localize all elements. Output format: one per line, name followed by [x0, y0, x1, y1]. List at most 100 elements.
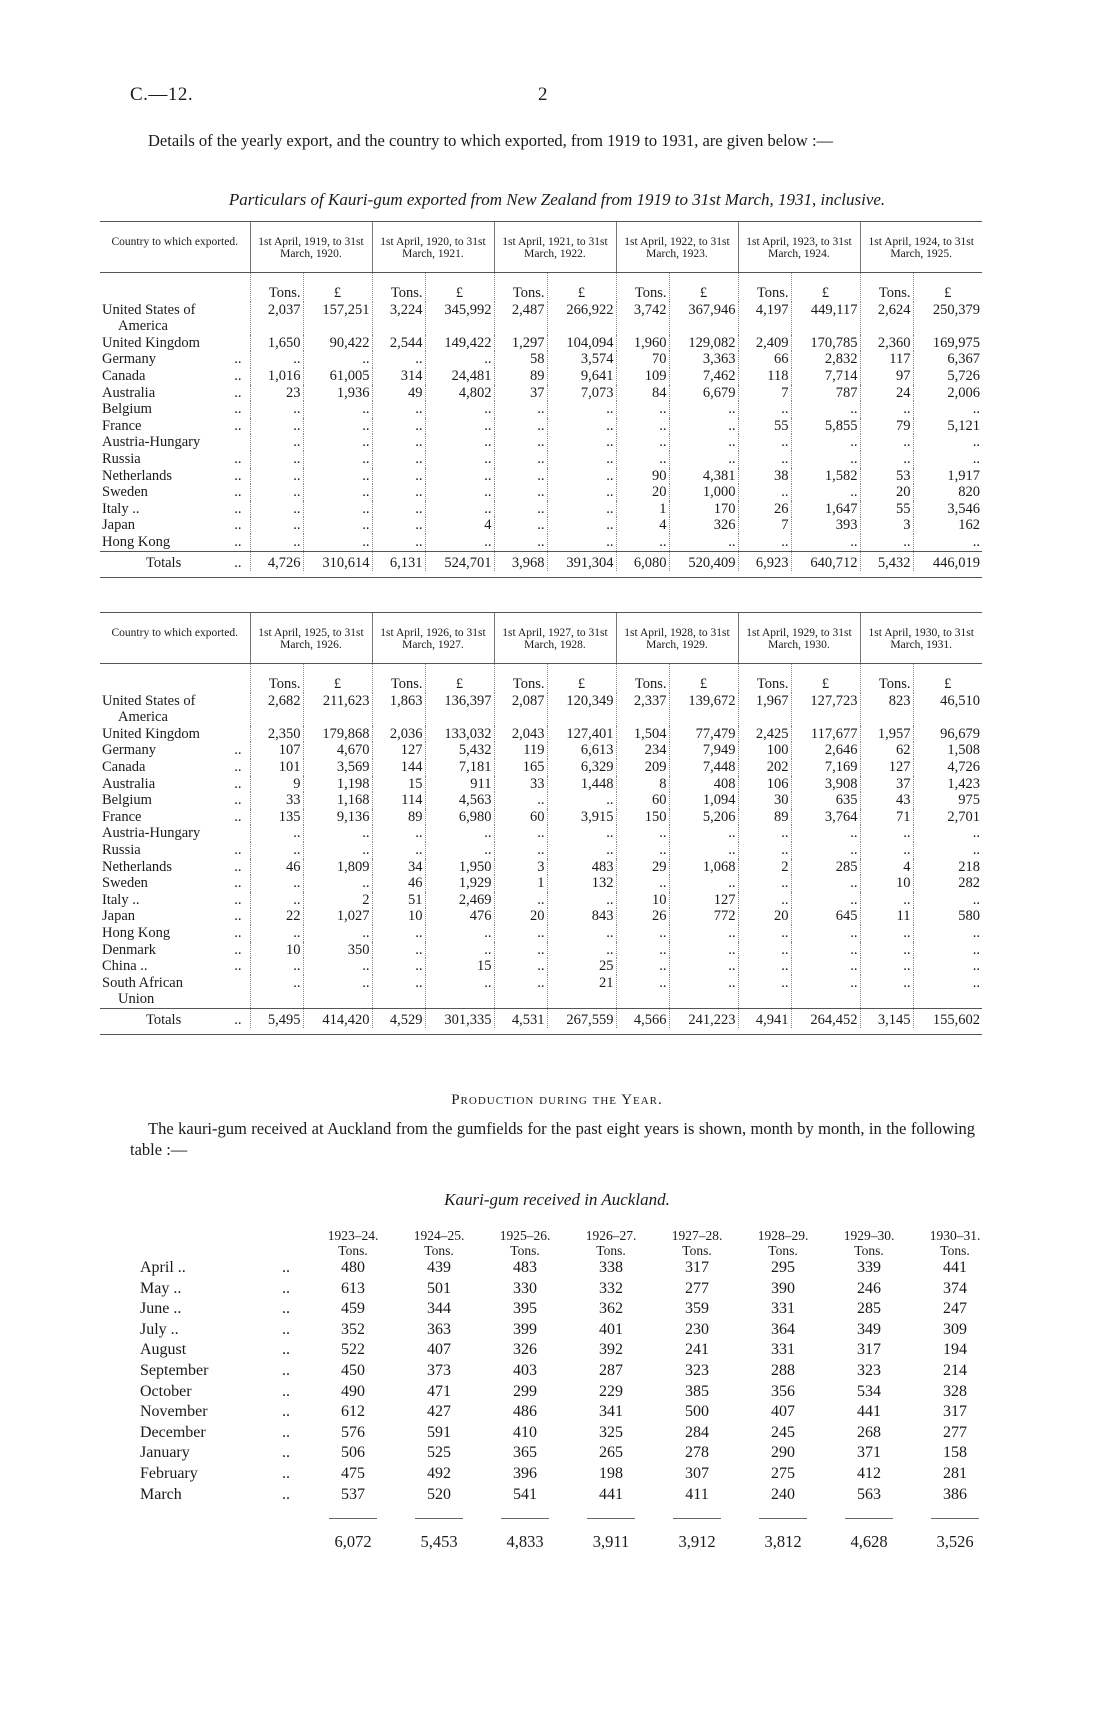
value-pounds: 1,936 [302, 384, 372, 402]
period-header: 1st April, 1921, to 31st March, 1922. [493, 222, 616, 273]
value-pounds: 127 [668, 891, 738, 909]
value-tons: 2,036 [371, 725, 425, 743]
month-name: November [140, 1403, 208, 1421]
value-pounds: 975 [912, 792, 982, 809]
value-tons: 51 [371, 891, 425, 909]
value-pounds: 117,677 [790, 725, 860, 743]
received-table: 1923–24. 1924–25. 1925–26. 1926–27. 1927–28.… [140, 1228, 998, 1552]
value-pounds: .. [424, 924, 494, 942]
value-tons: 2,682 [249, 692, 303, 726]
value-pounds: 326 [668, 517, 738, 534]
value-tons: .. [493, 484, 547, 501]
value-tons: .. [859, 533, 913, 551]
tons-value: 326 [513, 1341, 537, 1359]
value-tons: 1,504 [615, 725, 669, 743]
tons-unit: Tons. [371, 663, 425, 693]
table-row: United Kingdom 2,350 179,868 2,036 133,032 2,… [100, 725, 982, 743]
value-tons: 2,409 [737, 334, 791, 352]
value-tons: 10 [249, 941, 303, 959]
country-name: France.. [100, 809, 250, 826]
value-tons: 101 [249, 758, 303, 776]
value-pounds: .. [790, 434, 860, 451]
value-tons: 84 [615, 384, 669, 402]
country-name: Italy .... [100, 501, 250, 518]
table-row: Canada.. 1,016 61,005 314 24,481 89 9,641 109 7,… [100, 367, 982, 385]
value-tons: 2,624 [859, 301, 913, 335]
value-tons: .. [493, 841, 547, 859]
dot-leader: .. [234, 351, 242, 368]
table-row: June .... 459 344 395 362 359 331 285 247 [140, 1299, 998, 1320]
value-pounds: 170 [668, 500, 738, 518]
country-name: United States of America [100, 302, 250, 335]
value-pounds: .. [424, 825, 494, 842]
tons-value: 290 [771, 1444, 795, 1462]
country-name: Russia.. [100, 842, 250, 859]
total-pounds: 267,559 [546, 1007, 616, 1029]
table-row: China .......... 15.. 25............ [100, 958, 982, 975]
value-pounds: 1,423 [912, 775, 982, 793]
value-tons: .. [371, 825, 425, 842]
value-tons: .. [615, 401, 669, 418]
value-pounds: 345,992 [424, 301, 494, 335]
table-row: Germany.. 107 4,670 127 5,432 119 6,613 234 7,94… [100, 742, 982, 759]
tons-value: 537 [341, 1485, 365, 1503]
country-name: Netherlands.. [100, 859, 250, 876]
country-label: Italy .. [102, 891, 140, 908]
tons-value: 613 [341, 1279, 365, 1297]
value-tons: .. [371, 958, 425, 975]
value-tons: 70 [615, 351, 669, 368]
table-row: July .... 352 363 399 401 230 364 349 309 [140, 1320, 998, 1341]
country-name: Germany.. [100, 742, 250, 759]
value-pounds: .. [546, 533, 616, 551]
value-pounds: 133,032 [424, 725, 494, 743]
tons-value: 295 [771, 1259, 795, 1276]
value-pounds: .. [912, 974, 982, 1009]
value-pounds: .. [668, 924, 738, 942]
value-pounds: .. [424, 533, 494, 551]
value-pounds: 1,448 [546, 775, 616, 793]
value-tons: 89 [493, 367, 547, 385]
value-tons: 26 [615, 908, 669, 925]
value-tons: .. [737, 958, 791, 975]
value-tons: 60 [615, 792, 669, 809]
pounds-unit: £ [790, 272, 860, 302]
country-label: Denmark [102, 941, 156, 958]
value-pounds: 6,980 [424, 808, 494, 826]
value-tons: 114 [371, 792, 425, 809]
total-pounds: 310,614 [302, 550, 372, 572]
table-row: Australia.. 23 1,936 49 4,802 37 7,073 84 6,679 7… [100, 384, 982, 402]
tons-value: 534 [857, 1382, 881, 1400]
value-pounds: .. [790, 450, 860, 468]
value-pounds: 635 [790, 792, 860, 809]
dot-leader: .. [234, 417, 242, 434]
tons-value: 198 [599, 1464, 623, 1482]
value-tons: 79 [859, 417, 913, 435]
tons-value: 330 [513, 1279, 537, 1297]
tons-value: 323 [857, 1361, 881, 1379]
value-pounds: 3,569 [302, 758, 372, 776]
value-pounds: .. [668, 450, 738, 468]
value-tons: 20 [859, 484, 913, 501]
tons-value: 365 [513, 1444, 537, 1462]
value-pounds: 1,068 [668, 858, 738, 876]
dot-leader: .. [282, 1320, 290, 1338]
value-tons: .. [371, 841, 425, 859]
tons-value: 349 [857, 1320, 881, 1338]
total-rule [845, 1518, 893, 1520]
value-tons: .. [615, 941, 669, 959]
country-name: Australia.. [100, 776, 250, 793]
value-tons: .. [493, 958, 547, 975]
value-pounds: 6,679 [668, 384, 738, 402]
value-pounds: .. [302, 533, 372, 551]
value-tons: 2,544 [371, 334, 425, 352]
table-row: France.................. 55 5,855 79 5,121 [100, 417, 982, 435]
value-pounds: 772 [668, 908, 738, 925]
value-pounds: 282 [912, 875, 982, 892]
tons-unit: Tons. [493, 272, 547, 302]
value-pounds: 1,027 [302, 908, 372, 925]
country-name: Japan.. [100, 908, 250, 925]
value-tons: .. [249, 841, 303, 859]
month-name: February [140, 1464, 198, 1482]
value-tons: .. [615, 434, 669, 451]
value-pounds: 6,367 [912, 351, 982, 368]
